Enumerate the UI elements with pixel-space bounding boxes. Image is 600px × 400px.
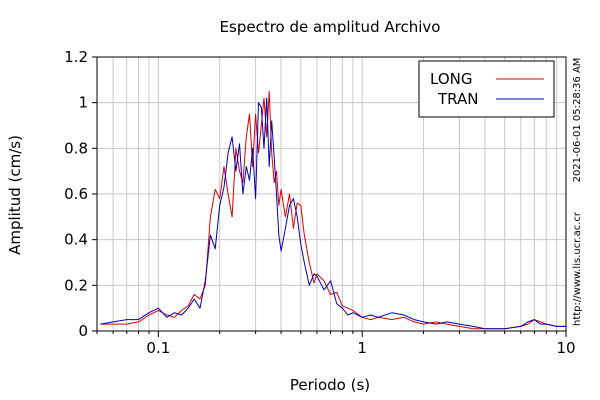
timestamp-text: 2021-06-01 05:28:36 AM	[572, 58, 583, 183]
y-tick-label: 1	[78, 94, 88, 112]
series-line-long	[100, 90, 566, 330]
y-tick-label: 0.2	[64, 276, 88, 294]
plot-area	[100, 90, 566, 330]
y-tick-label: 0.6	[64, 185, 88, 203]
legend-label-long: LONG	[430, 70, 472, 88]
y-tick-label: 1.2	[64, 48, 88, 66]
x-tick-label: 10	[556, 339, 575, 357]
y-axis-label: Amplitud (cm/s)	[6, 135, 24, 255]
x-tick-label: 0.1	[146, 339, 170, 357]
legend-label-tran: TRAN	[437, 90, 478, 108]
legend-box	[418, 60, 555, 118]
source-url-text: http://www.lis.ucr.ac.cr	[572, 211, 583, 326]
y-tick-label: 0.4	[64, 231, 88, 249]
legend: LONG TRAN	[418, 60, 555, 118]
chart-title: Espectro de amplitud Archivo	[220, 18, 441, 36]
axis-ticks: 0 0.2 0.4 0.6 0.8 1 1.2 0.1 1 10	[64, 48, 575, 357]
series-line-tran	[100, 97, 566, 330]
x-tick-label: 1	[357, 339, 367, 357]
y-tick-label: 0	[78, 322, 88, 340]
x-axis-label: Periodo (s)	[290, 376, 370, 394]
y-tick-label: 0.8	[64, 139, 88, 157]
